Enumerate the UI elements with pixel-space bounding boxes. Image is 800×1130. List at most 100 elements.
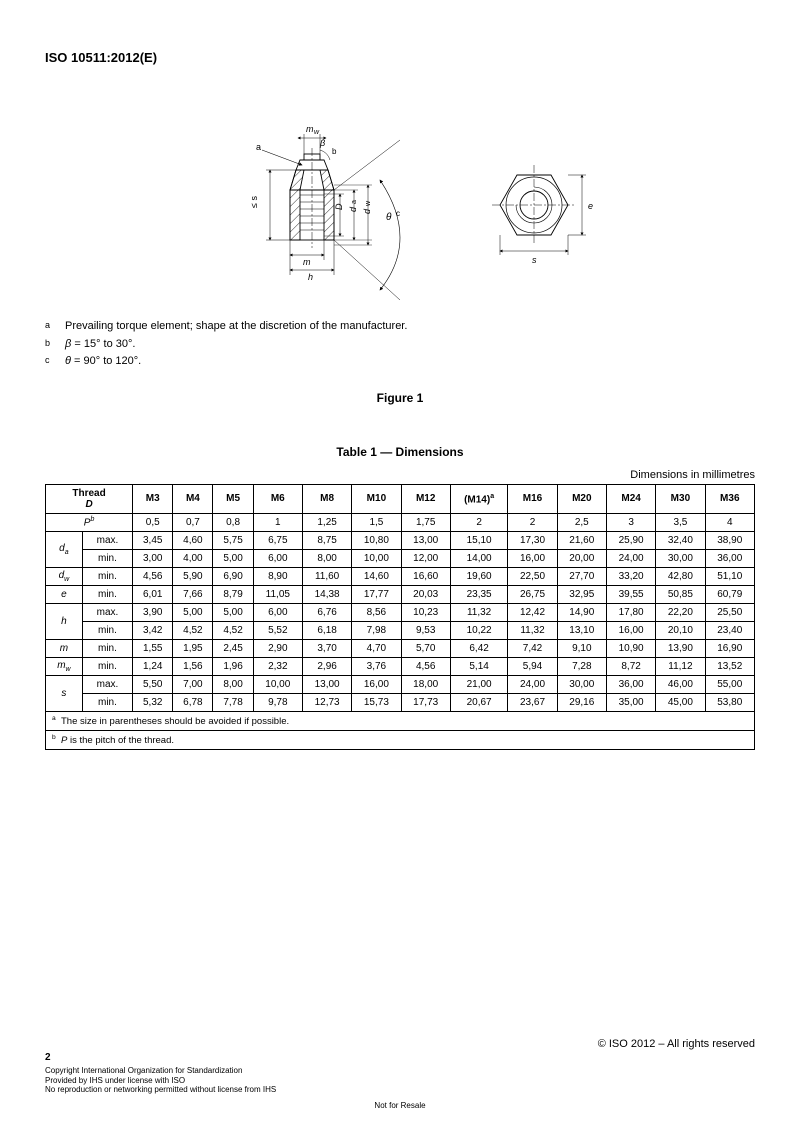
row-sublabel: min. (82, 639, 132, 657)
col-header-4: M8 (302, 484, 351, 513)
cell: 6,42 (450, 639, 508, 657)
table-row: Pb0,50,70,811,251,51,75222,533,54 (46, 513, 755, 531)
cell: 3 (606, 513, 655, 531)
row-label: s (46, 675, 83, 711)
dimensions-table: ThreadDM3M4M5M6M8M10M12(M14)aM16M20M24M3… (45, 484, 755, 750)
cell: 9,10 (557, 639, 606, 657)
cell: 5,70 (401, 639, 450, 657)
cell: 10,00 (352, 549, 401, 567)
cell: 14,00 (450, 549, 508, 567)
svg-text:b: b (332, 147, 337, 156)
table-row: min.5,326,787,789,7812,7315,7317,7320,67… (46, 693, 755, 711)
row-sublabel: max. (82, 531, 132, 549)
cell: 26,75 (508, 585, 557, 603)
col-header-7: (M14)a (450, 484, 508, 513)
cell: 33,20 (606, 567, 655, 585)
cell: 15,73 (352, 693, 401, 711)
cell: 10,80 (352, 531, 401, 549)
cell: 12,00 (401, 549, 450, 567)
cell: 51,10 (705, 567, 754, 585)
cell: 16,00 (508, 549, 557, 567)
cell: 38,90 (705, 531, 754, 549)
cell: 1 (253, 513, 302, 531)
svg-text:h: h (308, 272, 313, 282)
cell: 5,75 (213, 531, 253, 549)
cell: 2 (508, 513, 557, 531)
svg-text:≤ s: ≤ s (249, 196, 259, 208)
cell: 17,30 (508, 531, 557, 549)
cell: 13,00 (401, 531, 450, 549)
note-b-text: β = 15° to 30°. (65, 336, 755, 354)
cell: 5,50 (133, 675, 173, 693)
cell: 1,75 (401, 513, 450, 531)
cell: 13,52 (705, 657, 754, 675)
cell: 3,76 (352, 657, 401, 675)
svg-text:e: e (588, 201, 593, 211)
figure-diagram: a mw β b ≤ s D d a d w θ c (45, 95, 755, 303)
row-sublabel: min. (82, 693, 132, 711)
cell: 1,25 (302, 513, 351, 531)
cell: 16,60 (401, 567, 450, 585)
table-footnote: a The size in parentheses should be avoi… (46, 711, 755, 730)
cell: 8,75 (302, 531, 351, 549)
page-number: 2 (45, 1052, 276, 1064)
row-sublabel: max. (82, 603, 132, 621)
footer-line-3: No reproduction or networking permitted … (45, 1085, 276, 1095)
cell: 32,95 (557, 585, 606, 603)
cell: 7,98 (352, 621, 401, 639)
cell: 25,50 (705, 603, 754, 621)
col-header-10: M24 (606, 484, 655, 513)
cell: 8,79 (213, 585, 253, 603)
cell: 16,90 (705, 639, 754, 657)
cell: 50,85 (656, 585, 705, 603)
note-a-text: Prevailing torque element; shape at the … (65, 318, 755, 336)
cell: 5,52 (253, 621, 302, 639)
cell: 4,56 (401, 657, 450, 675)
cell: 4,56 (133, 567, 173, 585)
col-header-5: M10 (352, 484, 401, 513)
row-label: mw (46, 657, 83, 675)
cell: 2 (450, 513, 508, 531)
table-row: min.3,004,005,006,008,0010,0012,0014,001… (46, 549, 755, 567)
cell: 6,90 (213, 567, 253, 585)
row-label: h (46, 603, 83, 639)
cell: 5,32 (133, 693, 173, 711)
cell: 1,24 (133, 657, 173, 675)
cell: 6,01 (133, 585, 173, 603)
figure-notes: a Prevailing torque element; shape at th… (45, 318, 755, 371)
table-row: hmax.3,905,005,006,006,768,5610,2311,321… (46, 603, 755, 621)
col-header-2: M5 (213, 484, 253, 513)
cell: 30,00 (656, 549, 705, 567)
cell: 14,38 (302, 585, 351, 603)
footer-right: © ISO 2012 – All rights reserved (598, 1038, 755, 1050)
cell: 4,60 (173, 531, 213, 549)
cell: 7,42 (508, 639, 557, 657)
cell: 6,18 (302, 621, 351, 639)
cell: 5,00 (213, 549, 253, 567)
cell: 3,00 (133, 549, 173, 567)
cell: 2,45 (213, 639, 253, 657)
table-row: smax.5,507,008,0010,0013,0016,0018,0021,… (46, 675, 755, 693)
cell: 13,90 (656, 639, 705, 657)
cell: 32,40 (656, 531, 705, 549)
cell: 20,67 (450, 693, 508, 711)
cell: 16,00 (606, 621, 655, 639)
cell: 27,70 (557, 567, 606, 585)
table-row: dwmin.4,565,906,908,9011,6014,6016,6019,… (46, 567, 755, 585)
svg-text:d: d (348, 206, 358, 212)
row-label: dw (46, 567, 83, 585)
cell: 11,12 (656, 657, 705, 675)
cell: 3,42 (133, 621, 173, 639)
svg-text:m: m (303, 257, 311, 267)
row-label: da (46, 531, 83, 567)
cell: 22,50 (508, 567, 557, 585)
cell: 24,00 (606, 549, 655, 567)
cell: 6,76 (302, 603, 351, 621)
cell: 23,40 (705, 621, 754, 639)
row-sublabel: min. (82, 585, 132, 603)
cell: 9,78 (253, 693, 302, 711)
row-sublabel: min. (82, 567, 132, 585)
svg-text:a: a (256, 142, 261, 152)
svg-text:θ: θ (386, 212, 392, 223)
note-c: c θ = 90° to 120°. (45, 353, 755, 371)
